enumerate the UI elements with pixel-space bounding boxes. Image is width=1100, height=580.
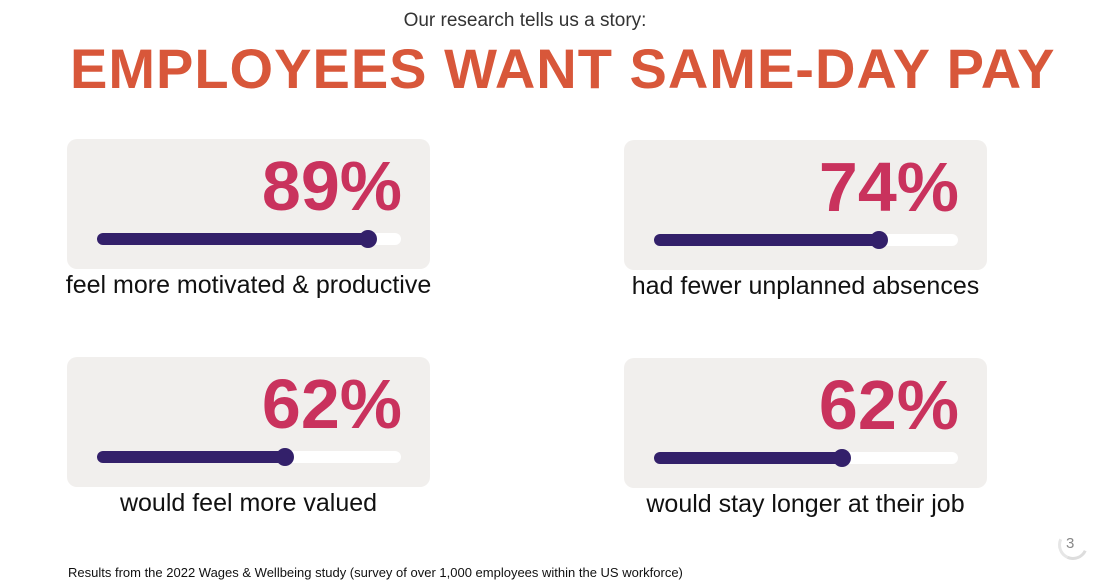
stat-block: 74% had fewer unplanned absences	[624, 140, 987, 300]
stat-card: 74%	[624, 140, 987, 270]
progress-knob	[358, 230, 377, 248]
stat-percent: 89%	[261, 147, 402, 225]
progress-track	[654, 449, 958, 467]
progress-fill	[97, 233, 368, 245]
subtitle: Our research tells us a story:	[403, 10, 647, 31]
stat-label: would stay longer at their job	[646, 490, 965, 518]
progress-track	[97, 230, 401, 248]
progress-fill	[654, 452, 843, 464]
page-number: 3	[1066, 535, 1075, 552]
progress-track	[97, 448, 401, 466]
stat-label: had fewer unplanned absences	[631, 272, 980, 300]
stat-percent: 62%	[261, 365, 402, 443]
progress-knob	[869, 231, 888, 249]
progress-track	[654, 231, 958, 249]
stat-card: 62%	[624, 358, 987, 488]
progress-knob	[276, 448, 295, 466]
progress-fill	[97, 451, 286, 463]
stat-block: 62% would stay longer at their job	[624, 358, 987, 518]
stat-card: 62%	[67, 357, 430, 487]
stat-percent: 74%	[818, 148, 959, 226]
stat-block: 89% feel more motivated & productive	[66, 139, 431, 299]
progress-fill	[654, 234, 879, 246]
stat-block: 62% would feel more valued	[67, 357, 430, 517]
stat-label: would feel more valued	[119, 489, 378, 517]
page-title: EMPLOYEES WANT SAME-DAY PAY	[70, 37, 1056, 100]
stat-card: 89%	[67, 139, 430, 269]
footnote: Results from the 2022 Wages & Wellbeing …	[68, 565, 683, 580]
stat-label: feel more motivated & productive	[65, 271, 432, 299]
stat-percent: 62%	[818, 366, 959, 444]
progress-knob	[833, 449, 852, 467]
